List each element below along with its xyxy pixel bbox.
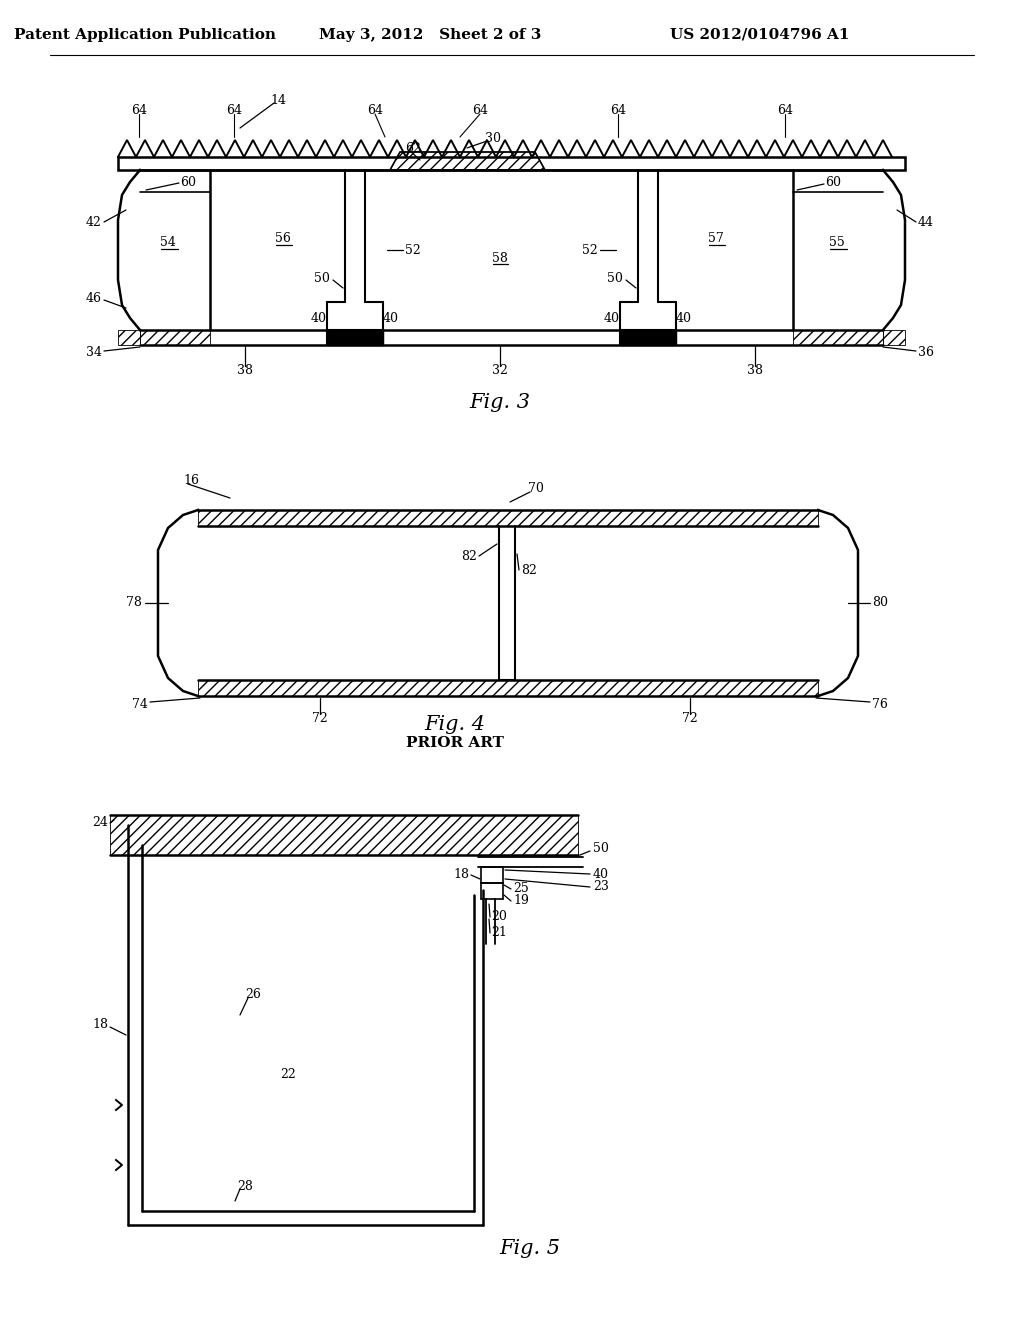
Text: 20: 20 — [490, 911, 507, 924]
Text: 74: 74 — [132, 697, 148, 710]
Text: PRIOR ART: PRIOR ART — [407, 737, 504, 750]
Text: 60: 60 — [180, 176, 196, 189]
Text: 50: 50 — [593, 842, 609, 855]
Text: 64: 64 — [226, 103, 242, 116]
Text: US 2012/0104796 A1: US 2012/0104796 A1 — [671, 28, 850, 42]
Text: 64: 64 — [472, 103, 488, 116]
Text: Fig. 4: Fig. 4 — [425, 715, 485, 734]
Text: 72: 72 — [682, 711, 698, 725]
Text: 60: 60 — [825, 176, 841, 189]
Text: 23: 23 — [593, 880, 609, 894]
Text: 78: 78 — [126, 597, 142, 610]
Text: 56: 56 — [275, 231, 291, 244]
Text: 40: 40 — [604, 312, 620, 325]
Text: 76: 76 — [872, 697, 888, 710]
Text: 21: 21 — [490, 927, 507, 940]
Text: 52: 52 — [406, 243, 421, 256]
Polygon shape — [620, 330, 676, 345]
Text: 64: 64 — [131, 103, 147, 116]
Text: 24: 24 — [92, 817, 108, 829]
Text: 14: 14 — [270, 94, 286, 107]
Text: 57: 57 — [709, 231, 724, 244]
Text: 82: 82 — [461, 549, 477, 562]
Text: 34: 34 — [86, 346, 102, 359]
Text: 80: 80 — [872, 597, 888, 610]
Text: 36: 36 — [918, 346, 934, 359]
Text: 28: 28 — [237, 1180, 253, 1192]
Text: 64: 64 — [777, 103, 793, 116]
Text: 40: 40 — [311, 312, 327, 325]
Text: 62: 62 — [406, 141, 421, 154]
Text: 40: 40 — [593, 869, 609, 882]
Text: 46: 46 — [86, 292, 102, 305]
Polygon shape — [118, 157, 905, 170]
Text: 16: 16 — [183, 474, 199, 487]
Text: 26: 26 — [245, 989, 261, 1002]
Text: 25: 25 — [513, 883, 528, 895]
Text: 50: 50 — [607, 272, 623, 285]
Text: 52: 52 — [583, 243, 598, 256]
Text: 38: 38 — [237, 363, 253, 376]
Text: 64: 64 — [367, 103, 383, 116]
Text: 42: 42 — [86, 215, 102, 228]
Text: 44: 44 — [918, 215, 934, 228]
Text: 64: 64 — [610, 103, 626, 116]
Text: 50: 50 — [314, 272, 330, 285]
Text: 82: 82 — [521, 565, 537, 578]
Text: 22: 22 — [280, 1068, 296, 1081]
Text: 40: 40 — [383, 312, 399, 325]
Text: 19: 19 — [513, 895, 528, 908]
Text: 40: 40 — [676, 312, 692, 325]
Text: 18: 18 — [453, 869, 469, 882]
Text: Patent Application Publication: Patent Application Publication — [14, 28, 276, 42]
Text: 18: 18 — [92, 1019, 108, 1031]
Text: 54: 54 — [160, 235, 176, 248]
Text: 70: 70 — [528, 482, 544, 495]
Text: 32: 32 — [493, 363, 508, 376]
Text: May 3, 2012   Sheet 2 of 3: May 3, 2012 Sheet 2 of 3 — [318, 28, 542, 42]
Text: 38: 38 — [746, 363, 763, 376]
Text: Fig. 3: Fig. 3 — [469, 392, 530, 412]
Text: Fig. 5: Fig. 5 — [500, 1238, 560, 1258]
Polygon shape — [327, 330, 383, 345]
Text: 55: 55 — [829, 235, 845, 248]
Text: 30: 30 — [485, 132, 501, 144]
Text: 72: 72 — [312, 711, 328, 725]
Text: 58: 58 — [493, 252, 508, 264]
